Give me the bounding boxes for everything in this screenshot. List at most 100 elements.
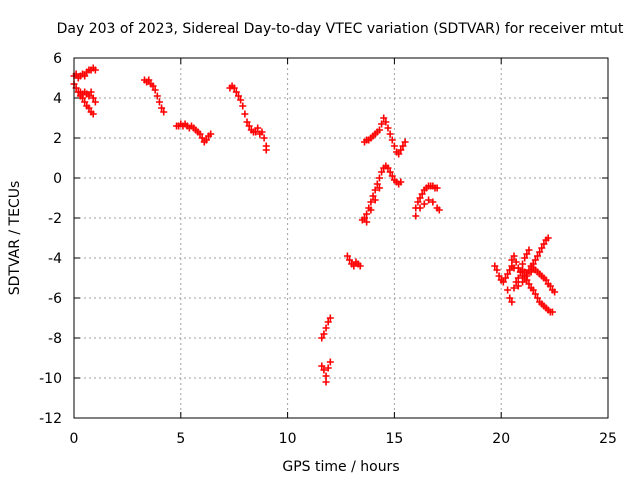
data-point <box>369 192 377 200</box>
data-point <box>416 194 424 202</box>
data-point <box>414 198 422 206</box>
data-point <box>378 120 386 128</box>
data-point <box>160 108 168 116</box>
data-point <box>508 256 516 264</box>
data-point <box>420 200 428 208</box>
data-point <box>363 210 371 218</box>
y-tick-label: -10 <box>39 371 62 387</box>
data-point <box>324 318 332 326</box>
data-point <box>260 134 268 142</box>
data-point <box>401 138 409 146</box>
data-point <box>346 256 354 264</box>
y-tick-label: 6 <box>53 51 62 67</box>
data-point <box>343 252 351 260</box>
data-point <box>531 290 539 298</box>
grid-lines <box>74 58 608 418</box>
data-point <box>435 206 443 214</box>
data-point <box>491 262 499 270</box>
data-point <box>534 252 542 260</box>
data-point <box>495 272 503 280</box>
data-point <box>542 276 550 284</box>
data-point <box>386 168 394 176</box>
data-point <box>318 362 326 370</box>
data-point <box>87 88 95 96</box>
data-point <box>375 126 383 134</box>
x-tick-label: 15 <box>385 431 403 447</box>
data-point <box>534 294 542 302</box>
data-point <box>378 168 386 176</box>
data-point <box>81 72 89 80</box>
data-point <box>198 134 206 142</box>
data-point <box>510 252 518 260</box>
data-point <box>371 186 379 194</box>
data-point <box>380 114 388 122</box>
data-point <box>326 358 334 366</box>
data-point <box>241 110 249 118</box>
data-point <box>512 278 520 286</box>
data-point <box>525 280 533 288</box>
data-point <box>397 146 405 154</box>
data-point <box>433 184 441 192</box>
data-point <box>89 94 97 102</box>
data-point <box>538 244 546 252</box>
data-point <box>375 184 383 192</box>
data-point <box>527 268 535 276</box>
data-point <box>237 96 245 104</box>
data-point <box>536 248 544 256</box>
data-point <box>262 146 270 154</box>
data-point <box>514 274 522 282</box>
data-point <box>388 136 396 144</box>
data-point <box>531 256 539 264</box>
data-point <box>525 246 533 254</box>
data-point <box>85 104 93 112</box>
data-point <box>384 164 392 172</box>
data-point <box>510 284 518 292</box>
data-point <box>399 142 407 150</box>
data-point <box>523 250 531 258</box>
data-point <box>324 364 332 372</box>
data-points <box>70 64 559 386</box>
data-point <box>158 104 166 112</box>
data-point <box>529 286 537 294</box>
data-point <box>320 366 328 374</box>
data-point <box>254 124 262 132</box>
data-point <box>546 282 554 290</box>
data-point <box>320 330 328 338</box>
data-point <box>85 92 93 100</box>
data-point <box>499 278 507 286</box>
data-point <box>521 254 529 262</box>
chart-title: Day 203 of 2023, Sidereal Day-to-day VTE… <box>57 21 624 37</box>
data-point <box>149 82 157 90</box>
data-point <box>382 118 390 126</box>
data-point <box>89 110 97 118</box>
y-tick-label: 4 <box>53 91 62 107</box>
x-tick-label: 10 <box>279 431 297 447</box>
data-point <box>371 196 379 204</box>
data-point <box>412 212 420 220</box>
data-point <box>207 130 215 138</box>
data-point <box>508 298 516 306</box>
data-point <box>519 260 527 268</box>
data-point <box>326 314 334 322</box>
y-tick-label: -2 <box>48 211 62 227</box>
x-tick-label: 20 <box>492 431 510 447</box>
data-point <box>418 190 426 198</box>
data-point <box>322 378 330 386</box>
data-point <box>386 130 394 138</box>
data-point <box>239 102 247 110</box>
data-point <box>548 308 556 316</box>
x-tick-label: 0 <box>70 431 79 447</box>
data-point <box>519 278 527 286</box>
x-axis-label: GPS time / hours <box>282 459 399 475</box>
y-tick-label: -6 <box>48 291 62 307</box>
data-point <box>395 150 403 158</box>
data-point <box>153 92 161 100</box>
data-point <box>551 288 559 296</box>
data-point <box>540 240 548 248</box>
data-point <box>151 86 159 94</box>
y-tick-labels: -12 -10 -8 -6 -4 -2 0 2 4 6 <box>39 51 62 427</box>
data-point <box>243 118 251 126</box>
data-point <box>318 334 326 342</box>
